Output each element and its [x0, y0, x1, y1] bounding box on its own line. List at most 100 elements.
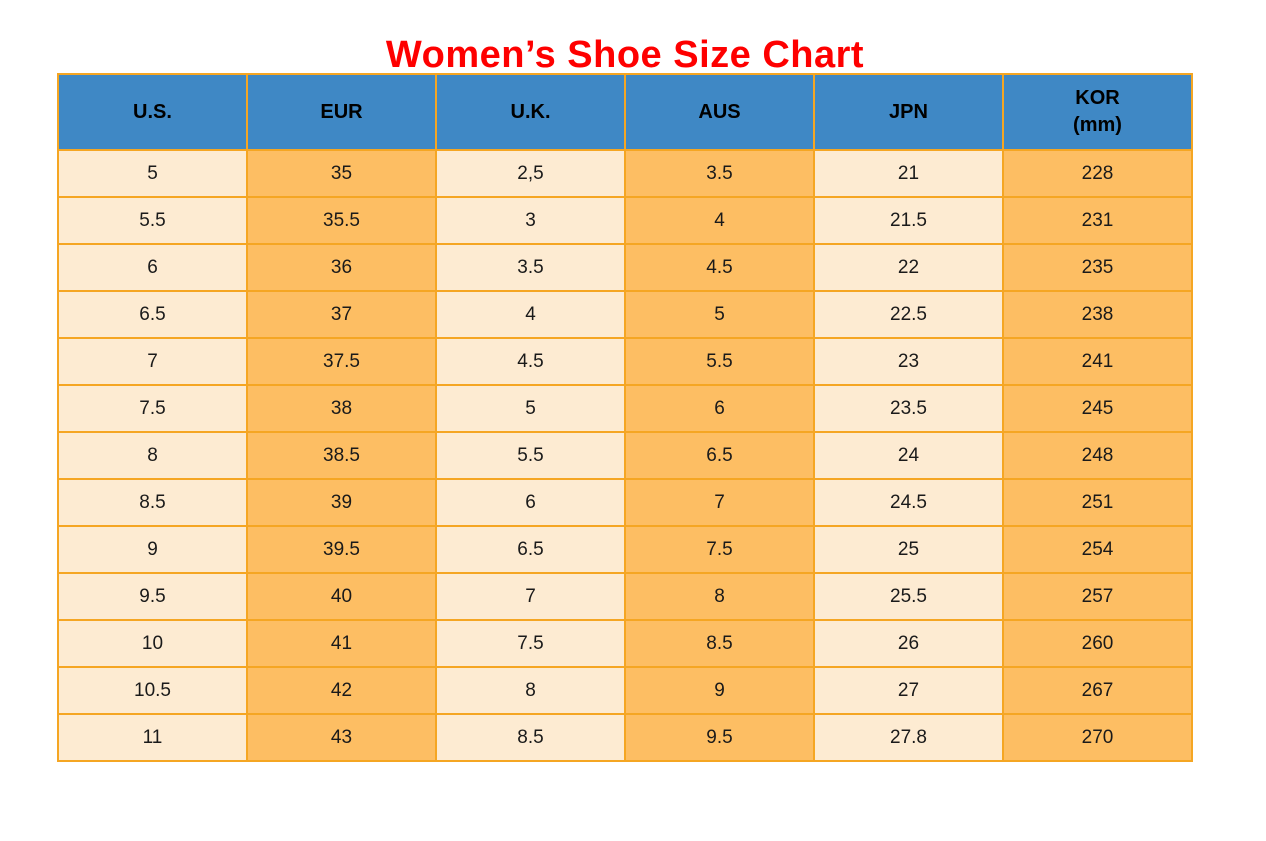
- table-cell: 21.5: [813, 196, 1004, 245]
- table-cell: 10.5: [57, 666, 248, 715]
- table-row: 9 39.5 6.5 7.5 25 254: [57, 525, 1193, 574]
- table-cell: 260: [1002, 619, 1193, 668]
- table-cell: 22: [813, 243, 1004, 292]
- table-cell: 4: [435, 290, 626, 339]
- header-cell-uk: U.K.: [435, 73, 626, 151]
- table-cell: 35: [246, 149, 437, 198]
- table-cell: 257: [1002, 572, 1193, 621]
- table-cell: 6.5: [57, 290, 248, 339]
- table-cell: 35.5: [246, 196, 437, 245]
- header-cell-kor: KOR (mm): [1002, 73, 1193, 151]
- table-cell: 241: [1002, 337, 1193, 386]
- table-row: 8 38.5 5.5 6.5 24 248: [57, 431, 1193, 480]
- table-row: 10 41 7.5 8.5 26 260: [57, 619, 1193, 668]
- header-row: U.S. EUR U.K. AUS JPN KOR (mm): [57, 73, 1193, 151]
- table-cell: 8: [57, 431, 248, 480]
- table-cell: 6.5: [624, 431, 815, 480]
- table-cell: 40: [246, 572, 437, 621]
- table-cell: 26: [813, 619, 1004, 668]
- header-sublabel: (mm): [1073, 114, 1122, 136]
- table-cell: 7.5: [57, 384, 248, 433]
- table-cell: 9: [57, 525, 248, 574]
- header-label: JPN: [889, 100, 928, 123]
- page-title: Women’s Shoe Size Chart: [385, 34, 865, 76]
- table-cell: 3.5: [435, 243, 626, 292]
- table-head: U.S. EUR U.K. AUS JPN KOR (mm): [57, 73, 1193, 151]
- header-cell-us: U.S.: [57, 73, 248, 151]
- table-cell: 10: [57, 619, 248, 668]
- table-cell: 8.5: [435, 713, 626, 762]
- table-cell: 4.5: [624, 243, 815, 292]
- table-cell: 270: [1002, 713, 1193, 762]
- table-cell: 3.5: [624, 149, 815, 198]
- table-row: 5 35 2,5 3.5 21 228: [57, 149, 1193, 198]
- table-cell: 42: [246, 666, 437, 715]
- table-cell: 5.5: [435, 431, 626, 480]
- table-cell: 245: [1002, 384, 1193, 433]
- table-cell: 23: [813, 337, 1004, 386]
- table-cell: 6: [624, 384, 815, 433]
- table-row: 11 43 8.5 9.5 27.8 270: [57, 713, 1193, 762]
- table-cell: 251: [1002, 478, 1193, 527]
- shoe-size-table: U.S. EUR U.K. AUS JPN KOR (mm) 5 35 2,5 3.5 21 228 5…: [57, 73, 1193, 762]
- table-cell: 27: [813, 666, 1004, 715]
- table-row: 9.5 40 7 8 25.5 257: [57, 572, 1193, 621]
- table-cell: 4.5: [435, 337, 626, 386]
- table-cell: 254: [1002, 525, 1193, 574]
- header-cell-eur: EUR: [246, 73, 437, 151]
- table-cell: 5.5: [57, 196, 248, 245]
- table-cell: 27.8: [813, 713, 1004, 762]
- table-cell: 7.5: [435, 619, 626, 668]
- table-cell: 5.5: [624, 337, 815, 386]
- table-row: 7 37.5 4.5 5.5 23 241: [57, 337, 1193, 386]
- table-row: 5.5 35.5 3 4 21.5 231: [57, 196, 1193, 245]
- table-row: 6.5 37 4 5 22.5 238: [57, 290, 1193, 339]
- table-cell: 3: [435, 196, 626, 245]
- table-cell: 39: [246, 478, 437, 527]
- header-label: KOR: [1075, 87, 1120, 109]
- table-cell: 7: [624, 478, 815, 527]
- table-cell: 25.5: [813, 572, 1004, 621]
- table-cell: 37: [246, 290, 437, 339]
- table-cell: 5: [624, 290, 815, 339]
- table-cell: 24.5: [813, 478, 1004, 527]
- table-cell: 228: [1002, 149, 1193, 198]
- header-label: U.S.: [133, 100, 172, 123]
- table-cell: 7: [57, 337, 248, 386]
- table-cell: 39.5: [246, 525, 437, 574]
- table-cell: 248: [1002, 431, 1193, 480]
- table-cell: 5: [435, 384, 626, 433]
- table-cell: 8: [624, 572, 815, 621]
- table-cell: 24: [813, 431, 1004, 480]
- page-container: Women’s Shoe Size Chart U.S. EUR U.K. AUS JP…: [57, 0, 1193, 762]
- table-body: 5 35 2,5 3.5 21 228 5.5 35.5 3 4 21.5 231 6 36 3.5 4.5 2…: [57, 149, 1193, 762]
- table-cell: 7.5: [624, 525, 815, 574]
- table-cell: 267: [1002, 666, 1193, 715]
- table-row: 8.5 39 6 7 24.5 251: [57, 478, 1193, 527]
- table-cell: 235: [1002, 243, 1193, 292]
- table-cell: 21: [813, 149, 1004, 198]
- table-cell: 8.5: [57, 478, 248, 527]
- table-row: 6 36 3.5 4.5 22 235: [57, 243, 1193, 292]
- table-cell: 37.5: [246, 337, 437, 386]
- header-label: EUR: [320, 100, 363, 123]
- table-cell: 9: [624, 666, 815, 715]
- table-cell: 38: [246, 384, 437, 433]
- table-cell: 4: [624, 196, 815, 245]
- table-cell: 6: [57, 243, 248, 292]
- table-cell: 8.5: [624, 619, 815, 668]
- header-label: AUS: [698, 100, 741, 123]
- table-cell: 23.5: [813, 384, 1004, 433]
- table-cell: 8: [435, 666, 626, 715]
- header-label: U.K.: [510, 100, 551, 123]
- table-cell: 238: [1002, 290, 1193, 339]
- table-cell: 43: [246, 713, 437, 762]
- table-cell: 9.5: [624, 713, 815, 762]
- table-cell: 38.5: [246, 431, 437, 480]
- table-row: 7.5 38 5 6 23.5 245: [57, 384, 1193, 433]
- table-cell: 36: [246, 243, 437, 292]
- header-cell-jpn: JPN: [813, 73, 1004, 151]
- table-cell: 7: [435, 572, 626, 621]
- table-cell: 9.5: [57, 572, 248, 621]
- table-cell: 6: [435, 478, 626, 527]
